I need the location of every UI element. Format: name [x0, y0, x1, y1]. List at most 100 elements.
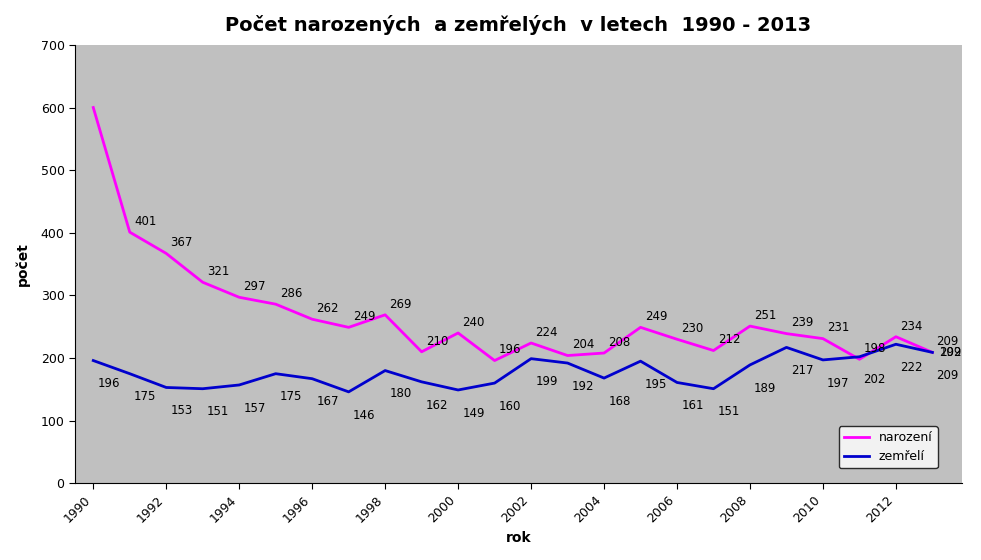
zemřelí: [87, 357, 99, 364]
Text: 198: 198: [863, 342, 886, 355]
narození: [707, 347, 719, 354]
Y-axis label: počet: počet: [15, 242, 29, 286]
Text: 146: 146: [353, 409, 376, 422]
Text: 249: 249: [353, 310, 376, 323]
Text: 162: 162: [426, 399, 448, 412]
Text: 199: 199: [536, 375, 558, 388]
zemřelí: [197, 385, 209, 392]
Text: 197: 197: [827, 376, 850, 390]
narození: [926, 349, 938, 356]
Text: 239: 239: [791, 316, 813, 329]
narození: [87, 104, 99, 111]
zemřelí: [926, 349, 938, 356]
Text: 149: 149: [462, 407, 485, 419]
narození: [306, 316, 318, 323]
zemřelí: [270, 370, 282, 377]
Text: 231: 231: [827, 321, 850, 334]
narození: [342, 324, 354, 331]
Text: 202: 202: [863, 374, 886, 386]
zemřelí: [781, 344, 793, 351]
Text: 224: 224: [536, 326, 558, 339]
zemřelí: [489, 380, 500, 386]
narození: [197, 279, 209, 286]
Text: 204: 204: [572, 338, 594, 351]
Text: 234: 234: [901, 320, 922, 333]
zemřelí: [853, 353, 865, 360]
narození: [890, 333, 902, 340]
Text: 189: 189: [754, 381, 777, 395]
Title: Počet narozených  a zemřelých  v letech  1990 - 2013: Počet narozených a zemřelých v letech 19…: [226, 15, 811, 35]
Text: 262: 262: [316, 302, 338, 315]
narození: [745, 323, 756, 329]
zemřelí: [745, 362, 756, 368]
Legend: narození, zemřelí: narození, zemřelí: [839, 426, 938, 468]
Text: 153: 153: [171, 404, 192, 417]
narození: [671, 336, 683, 343]
zemřelí: [707, 385, 719, 392]
Text: 196: 196: [97, 377, 120, 390]
Text: 286: 286: [280, 287, 302, 300]
zemřelí: [635, 358, 646, 365]
Text: 209: 209: [937, 335, 959, 348]
zemřelí: [416, 379, 428, 385]
Text: 180: 180: [389, 387, 412, 400]
zemřelí: [380, 367, 391, 374]
narození: [489, 357, 500, 364]
Text: 151: 151: [207, 405, 230, 418]
Text: 209: 209: [940, 346, 961, 359]
zemřelí: [233, 381, 245, 388]
Text: 401: 401: [134, 215, 156, 228]
Text: 167: 167: [316, 395, 338, 408]
Line: narození: narození: [93, 108, 932, 361]
narození: [635, 324, 646, 331]
zemřelí: [124, 370, 135, 377]
Text: 168: 168: [608, 395, 631, 408]
zemřelí: [525, 355, 537, 362]
Text: 269: 269: [389, 298, 412, 311]
Text: 210: 210: [426, 335, 448, 348]
narození: [380, 311, 391, 318]
narození: [853, 356, 865, 363]
Text: 212: 212: [718, 333, 740, 346]
Text: 251: 251: [754, 309, 777, 322]
Text: 192: 192: [940, 346, 961, 359]
Text: 157: 157: [243, 402, 266, 414]
zemřelí: [342, 389, 354, 395]
Text: 217: 217: [791, 364, 813, 377]
narození: [525, 340, 537, 347]
narození: [781, 330, 793, 337]
Text: 321: 321: [207, 265, 230, 278]
zemřelí: [306, 375, 318, 382]
Text: 297: 297: [243, 280, 266, 293]
Text: 222: 222: [901, 361, 922, 374]
Text: 249: 249: [645, 310, 667, 323]
Text: 208: 208: [608, 336, 631, 349]
Text: 209: 209: [937, 369, 959, 382]
zemřelí: [890, 341, 902, 348]
zemřelí: [160, 384, 172, 391]
narození: [562, 352, 574, 359]
narození: [416, 348, 428, 355]
Text: 230: 230: [681, 322, 703, 335]
narození: [270, 301, 282, 307]
X-axis label: rok: rok: [505, 531, 531, 545]
zemřelí: [452, 386, 464, 393]
zemřelí: [817, 357, 829, 363]
narození: [124, 229, 135, 236]
narození: [160, 250, 172, 257]
Text: 195: 195: [645, 378, 667, 391]
narození: [452, 330, 464, 337]
Text: 196: 196: [498, 343, 521, 356]
Text: 151: 151: [718, 405, 740, 418]
Text: 161: 161: [681, 399, 703, 412]
zemřelí: [562, 360, 574, 366]
Text: 240: 240: [462, 316, 485, 329]
Text: 160: 160: [498, 400, 521, 413]
zemřelí: [671, 379, 683, 386]
narození: [233, 294, 245, 301]
Text: 367: 367: [171, 236, 193, 249]
Text: 175: 175: [134, 390, 156, 403]
Text: 175: 175: [280, 390, 302, 403]
narození: [817, 335, 829, 342]
zemřelí: [598, 375, 610, 381]
